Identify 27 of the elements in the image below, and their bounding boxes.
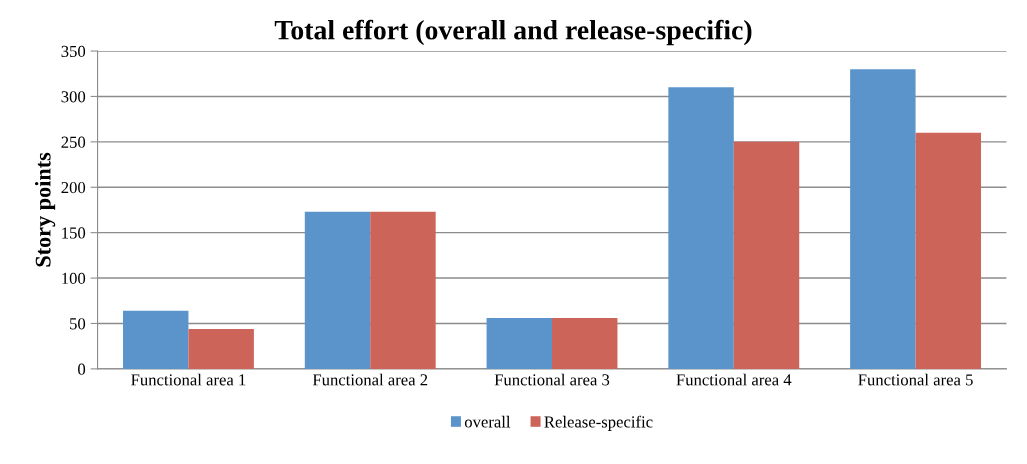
x-tick-label: Functional area 2 bbox=[312, 373, 428, 386]
x-tick-label: Functional area 4 bbox=[676, 373, 792, 386]
x-tick-label: Functional area 5 bbox=[858, 373, 973, 386]
bar bbox=[304, 211, 371, 369]
bar bbox=[668, 87, 734, 369]
y-tick-label: 200 bbox=[61, 181, 86, 194]
bar bbox=[915, 132, 982, 369]
bar bbox=[188, 328, 254, 369]
legend-label: overall bbox=[464, 415, 511, 428]
bar bbox=[123, 310, 189, 369]
y-tick-label: 250 bbox=[61, 136, 86, 148]
bar bbox=[552, 318, 618, 369]
bar bbox=[486, 318, 553, 369]
y-tick-label: 100 bbox=[62, 272, 86, 285]
legend-label: Release-specific bbox=[544, 415, 653, 431]
y-tick-label: 300 bbox=[61, 91, 86, 103]
x-tick-label: Functional area 1 bbox=[131, 373, 246, 386]
y-tick-label: 350 bbox=[61, 45, 86, 57]
x-tick-label: Functional area 3 bbox=[494, 373, 610, 386]
bar bbox=[733, 141, 800, 369]
y-tick-label: 50 bbox=[70, 318, 86, 330]
chart-title: Total effort (overall and release-specific) bbox=[274, 19, 752, 46]
y-tick-label: 0 bbox=[78, 363, 86, 375]
y-axis-title: Story points bbox=[34, 152, 56, 267]
y-tick-label: 150 bbox=[62, 227, 86, 239]
bar bbox=[370, 211, 436, 369]
bar bbox=[850, 69, 916, 369]
